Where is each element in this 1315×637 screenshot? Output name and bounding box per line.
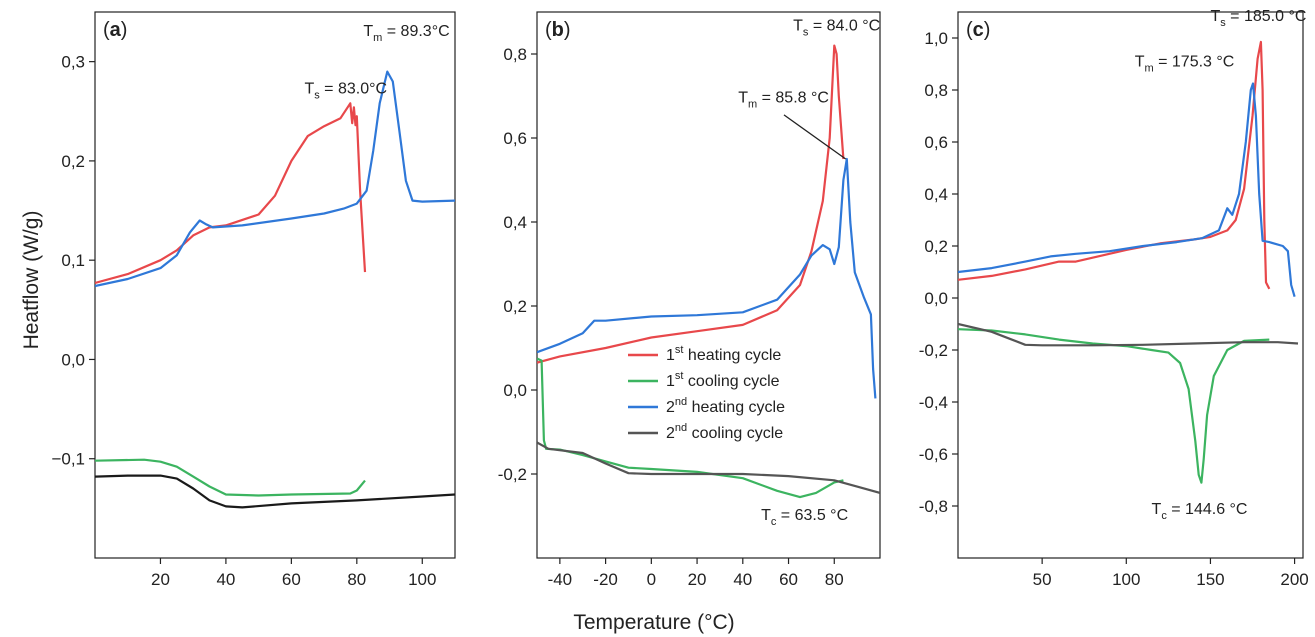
y-tick-label: 0,4 (503, 213, 527, 232)
series-line-2 (537, 357, 844, 499)
x-tick-label: 150 (1196, 570, 1224, 589)
panels: 20 40 60 80 100 −0,1 0,0 0,1 0,2 0,3 (a) Tm = 89.3°… (51, 8, 1308, 589)
annotation-s-label: Ts = 84.0 °C (793, 17, 880, 38)
y-tick-label: 0,8 (924, 81, 948, 100)
annotation-s-label: Ts = 83.0°C (304, 80, 387, 101)
y-tick-label: -0,2 (498, 465, 527, 484)
series-line-3 (958, 82, 1296, 298)
x-tick-label: -20 (593, 570, 618, 589)
annotation-s-label: Ts = 185.0 °C (1210, 8, 1306, 29)
annotation-c-label: Tc = 144.6 °C (1152, 501, 1248, 522)
tm-leader-line (783, 114, 847, 160)
x-tick-label: 60 (779, 570, 798, 589)
series-line-4 (537, 441, 880, 494)
x-tick-label: 40 (216, 570, 235, 589)
y-tick-label: 0,2 (61, 152, 85, 171)
y-tick-label: 0,6 (503, 129, 527, 148)
y-tick-label: 0,2 (503, 297, 527, 316)
y-tick-label: 0,0 (61, 350, 85, 369)
series-line-1 (958, 40, 1271, 290)
panel-b: -40 -20 0 20 40 60 80 -0,2 0,0 0,2 0,4 0,6 0,8 (b) Ts … (498, 11, 881, 589)
y-tick-label: −0,1 (51, 450, 85, 469)
legend-entry: 1st cooling cycle (666, 370, 780, 390)
series-line-2 (95, 458, 366, 497)
panel-a: 20 40 60 80 100 −0,1 0,0 0,1 0,2 0,3 (a) Tm = 89.3°… (51, 11, 456, 589)
y-tick-label: 0,3 (61, 53, 85, 72)
annotation-c-label: Tc = 63.5 °C (761, 507, 848, 528)
series-line-3 (95, 70, 455, 288)
panel-label: (b) (545, 19, 571, 41)
legend: 1st heating cycle 1st cooling cycle 2nd he… (628, 344, 785, 442)
legend-entry: 2nd heating cycle (666, 396, 785, 416)
series-line-2 (958, 328, 1270, 484)
x-tick-label: 50 (1033, 570, 1052, 589)
series-line-4 (95, 474, 455, 509)
annotation-m-label: Tm = 89.3°C (363, 23, 449, 44)
panel-label: (c) (966, 19, 990, 41)
x-tick-label: 0 (647, 570, 656, 589)
x-tick-label: 20 (151, 570, 170, 589)
legend-entry: 2nd cooling cycle (666, 422, 783, 442)
series-line-1 (537, 44, 845, 364)
x-tick-label: 60 (282, 570, 301, 589)
series-line-1 (95, 102, 367, 285)
x-tick-label: 80 (825, 570, 844, 589)
series-group (537, 44, 880, 499)
x-axis-label: Temperature (°C) (573, 611, 734, 634)
series-line-4 (958, 322, 1299, 347)
x-tick-label: 100 (1112, 570, 1140, 589)
annotation-m-label: Tm = 85.8 °C (738, 89, 829, 110)
y-tick-label: -0,2 (919, 341, 948, 360)
y-tick-label: 0,1 (61, 251, 85, 270)
x-tick-label: 200 (1280, 570, 1308, 589)
x-tick-label: 100 (408, 570, 436, 589)
plot-frame (957, 11, 1304, 559)
y-tick-label: 0,2 (924, 237, 948, 256)
panel-c: 50 100 150 200 -0,8 -0,6 -0,4 -0,2 0,0 0,2 0,4 0,6 0… (919, 8, 1309, 589)
panel-label: (a) (103, 19, 127, 41)
x-tick-label: 20 (688, 570, 707, 589)
series-line-3 (537, 157, 877, 399)
legend-entry: 1st heating cycle (666, 344, 781, 364)
y-axis-label: Heatflow (W/g) (20, 211, 43, 350)
y-tick-label: 0,8 (503, 45, 527, 64)
y-tick-label: -0,4 (919, 393, 948, 412)
y-tick-label: 0,0 (503, 381, 527, 400)
plot-frame (536, 11, 881, 559)
y-tick-label: 0,4 (924, 185, 948, 204)
series-group (95, 70, 455, 509)
series-group (958, 40, 1299, 484)
annotation-m-label: Tm = 175.3 °C (1135, 54, 1235, 75)
y-tick-label: -0,8 (919, 497, 948, 516)
y-tick-label: 0,0 (924, 289, 948, 308)
x-tick-label: 80 (347, 570, 366, 589)
x-tick-label: -40 (548, 570, 573, 589)
x-tick-label: 40 (733, 570, 752, 589)
y-tick-label: 1,0 (924, 29, 948, 48)
y-tick-label: 0,6 (924, 133, 948, 152)
y-tick-label: -0,6 (919, 445, 948, 464)
